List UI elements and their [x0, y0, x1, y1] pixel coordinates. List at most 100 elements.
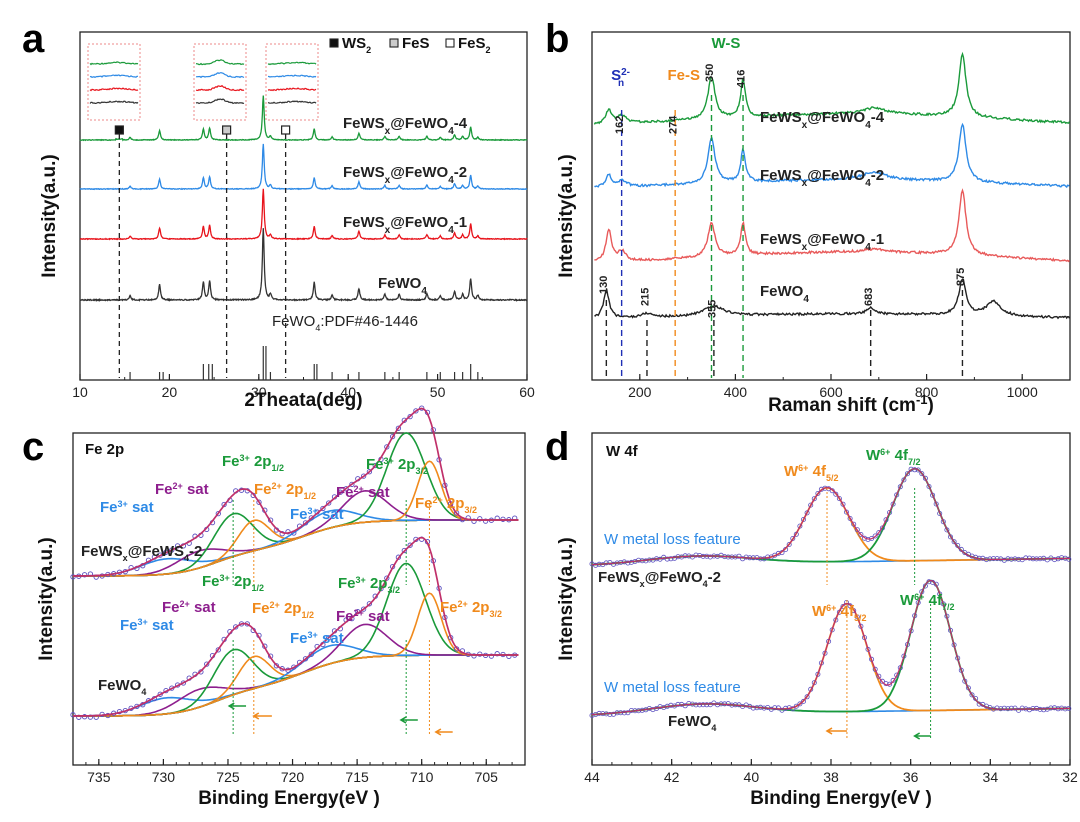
- w4f-data-point: [750, 705, 756, 711]
- w4f-data-point: [836, 496, 842, 502]
- legend-marker: [389, 38, 399, 48]
- xrd-inset: [193, 43, 247, 121]
- w4f-data-point: [1008, 705, 1014, 711]
- w4f-data-point: [922, 475, 928, 481]
- xrd-series: FeWSx@FeWO4-1: [79, 188, 528, 241]
- legend-marker: [329, 38, 339, 48]
- xrd-series-label: FeWSx@FeWO4-2: [343, 164, 467, 186]
- raman-peak-label: 355: [706, 300, 718, 318]
- inset-trace: [195, 84, 245, 92]
- fe2p-component-label: Fe3+ 2p3/2: [338, 575, 400, 595]
- fe2p-x-axis-tick-label: 730: [152, 769, 176, 785]
- fe2p-data-point: [320, 505, 326, 512]
- w4f-data-point: [790, 536, 796, 542]
- w4f-data-point: [940, 519, 946, 525]
- fe2p-data-point: [343, 486, 349, 492]
- inset-frame: [87, 43, 141, 121]
- w4f-data-point: [897, 484, 903, 490]
- xrd-x-axis-tick-label: 50: [430, 384, 446, 400]
- w4f-data-point: [994, 705, 1000, 711]
- fe2p-data-point: [372, 462, 378, 469]
- raman-series-label: FeWSx@FeWO4-1: [760, 231, 884, 253]
- w4f-data-point: [801, 517, 807, 523]
- w4f-data-point: [901, 477, 907, 483]
- w4f-data-point: [915, 467, 921, 473]
- raman-peak-label: 215: [639, 288, 651, 306]
- w4f-title: W 4f: [606, 443, 639, 460]
- w4f-data-point: [693, 702, 699, 708]
- fe2p-component: [73, 460, 519, 577]
- shift-arrow: [399, 716, 418, 724]
- raman-peak-label: 875: [955, 268, 967, 286]
- w4f-data-point: [808, 502, 814, 508]
- w4f-data-point: [811, 496, 817, 502]
- w4f-data-point: [919, 471, 925, 477]
- w4f-data-point: [876, 530, 882, 536]
- reference-label: FeWO4:PDF#46-1446: [272, 313, 418, 333]
- w4f-component: [591, 486, 1070, 566]
- inset-trace: [89, 74, 138, 78]
- raman-peak-label: 350: [704, 64, 716, 82]
- w4f-data-point: [1012, 705, 1018, 711]
- fe2p-data-point: [302, 520, 309, 526]
- fe2p-component-label: Fe2+ sat: [336, 484, 390, 501]
- w4f-y-axis-label: Intensity(a.u.): [556, 537, 577, 661]
- fe2p-data-point: [70, 574, 76, 580]
- fe2p-component-label: Fe3+ sat: [100, 499, 154, 516]
- fe2p-data-point: [401, 547, 407, 554]
- fe2p-data-point: [326, 635, 332, 641]
- fe2p-component-label: Fe3+ sat: [290, 630, 344, 647]
- w4f-data-point: [815, 490, 821, 496]
- fe2p-x-axis-label: Binding Energy(eV ): [198, 788, 380, 809]
- fe2p-x-axis-tick-label: 725: [216, 769, 240, 785]
- fe2p-spectrum: [70, 536, 519, 736]
- xrd-y-axis-label: Intensity(a.u.): [39, 154, 60, 278]
- legend-marker: [445, 38, 455, 48]
- fe2p-data-point: [366, 469, 373, 475]
- w4f-data-point: [876, 673, 882, 679]
- raman-series-line: [594, 278, 1071, 320]
- w4f-data-point: [775, 705, 781, 711]
- inset-frame: [193, 43, 247, 121]
- fe2p-component-label: Fe2+ sat: [336, 608, 390, 625]
- fe2p-data-point: [413, 408, 419, 414]
- w4f-data-point: [894, 492, 900, 498]
- w4f-component-label: W6+ 4f5/2: [812, 603, 866, 623]
- w4f-envelope: [591, 468, 1070, 566]
- w4f-data-point: [704, 702, 710, 708]
- inset-trace: [195, 71, 245, 79]
- w4f-x-axis-label: Binding Energy(eV ): [750, 788, 932, 809]
- w4f-x-axis-tick-label: 40: [744, 769, 760, 785]
- w4f-data-point: [736, 553, 742, 559]
- fe2p-data-point: [215, 510, 221, 517]
- w4f-data-point: [621, 710, 627, 716]
- xrd-series-line: [79, 95, 528, 142]
- w4f-data-point: [657, 704, 663, 710]
- w4f-data-point: [1001, 705, 1007, 711]
- w4f-data-point: [948, 534, 954, 540]
- fe2p-data-point: [471, 653, 477, 659]
- w4f-data-point: [686, 701, 692, 707]
- w4f-data-point: [926, 579, 932, 585]
- shift-arrow: [434, 728, 453, 736]
- raman-series: FeWSx@FeWO4-4: [593, 51, 1071, 131]
- raman-series: FeWSx@FeWO4-1: [594, 188, 1071, 263]
- shift-arrow: [252, 712, 272, 720]
- w4f-data-point: [887, 509, 893, 515]
- w4f-data-point: [994, 556, 1000, 562]
- w4f-data-point: [700, 702, 706, 708]
- xrd-x-axis-tick-label: 40: [340, 384, 356, 400]
- fe2p-data-point: [482, 518, 489, 524]
- phase-marker-dotted-square: [222, 125, 232, 135]
- inset-trace: [195, 59, 245, 66]
- fe2p-x-axis-tick-label: 720: [281, 769, 305, 785]
- fe2p-data-point: [477, 516, 483, 522]
- shift-arrow: [227, 702, 247, 710]
- w4f-x-axis-tick-label: 44: [584, 769, 600, 785]
- w4f-data-point: [833, 491, 839, 497]
- w4f-data-point: [958, 667, 964, 673]
- fe2p-data-point: [215, 647, 221, 653]
- panel-label-c: c: [22, 425, 44, 469]
- w4f-data-point: [801, 698, 807, 704]
